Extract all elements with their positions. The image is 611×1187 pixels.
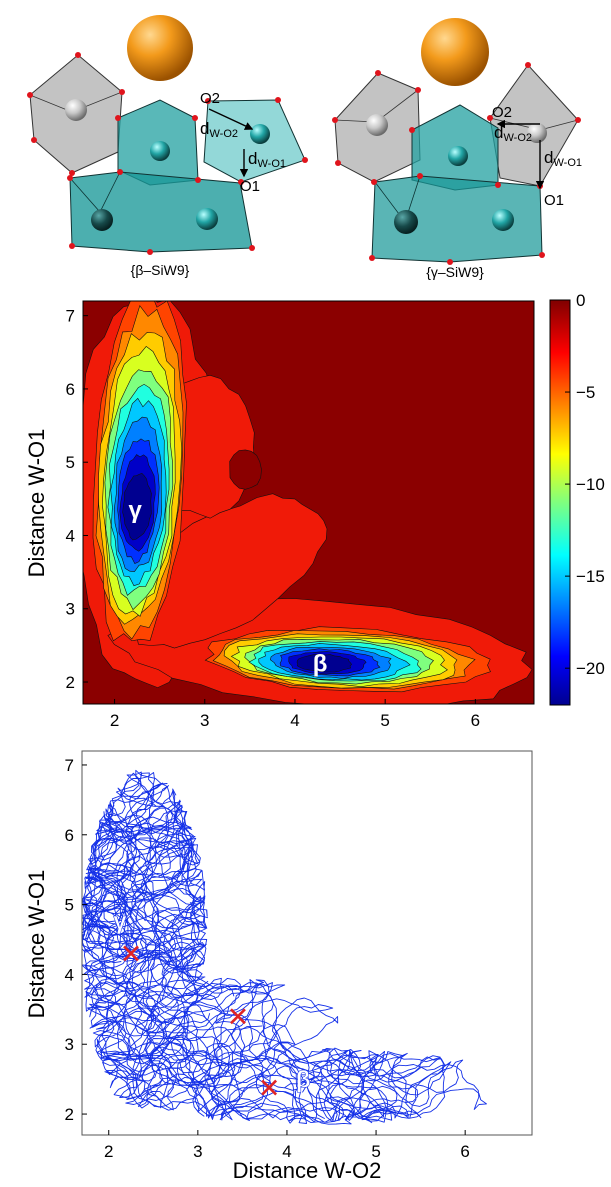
x-tick-label: 6 bbox=[471, 711, 480, 730]
trajectory-path bbox=[82, 788, 307, 1121]
y-tick-label: 7 bbox=[66, 307, 75, 326]
x-tick-label: 3 bbox=[193, 1142, 202, 1161]
oxygen-label-o2: O2 bbox=[200, 90, 220, 107]
y-tick-label: 5 bbox=[66, 453, 75, 472]
y-tick-label: 2 bbox=[66, 673, 75, 692]
tungsten-atom bbox=[91, 209, 113, 231]
tungsten-atom bbox=[448, 146, 468, 166]
trajectory-x-axis-label: Distance W-O2 bbox=[233, 1158, 382, 1183]
oxygen-atoms bbox=[27, 52, 308, 255]
state-marker bbox=[123, 945, 139, 962]
region-label: γ bbox=[113, 908, 127, 935]
trajectory-chart: 2 3 4 5 6 2 3 4 5 6 7 Distance W-O1 Distance W-O2… bbox=[24, 750, 533, 1183]
colorbar-tick-label: −15 bbox=[576, 567, 605, 586]
y-tick-label: 5 bbox=[65, 896, 74, 915]
x-tick-label: 2 bbox=[104, 1142, 113, 1161]
colorbar bbox=[549, 299, 571, 706]
cation-sphere bbox=[421, 18, 489, 86]
contour-band bbox=[122, 472, 152, 541]
well-label: γ bbox=[128, 497, 142, 524]
trajectory-markers bbox=[123, 945, 278, 1096]
tungsten-atom bbox=[492, 209, 514, 231]
x-tick-label: 4 bbox=[282, 1142, 291, 1161]
colorbar-tick-label: −20 bbox=[576, 659, 605, 678]
heatmap-y-axis: 2 3 4 5 6 7 bbox=[66, 307, 88, 692]
beta-structure: O2 dW-O2 dW-O1 O1 {β–SiW9} bbox=[27, 15, 308, 278]
colorbar-tick-label: −5 bbox=[576, 383, 595, 402]
x-tick-label: 5 bbox=[371, 1142, 380, 1161]
trajectory-frame bbox=[81, 750, 533, 1136]
x-tick-label: 4 bbox=[290, 711, 299, 730]
y-tick-label: 6 bbox=[66, 380, 75, 399]
tungsten-atom bbox=[196, 208, 218, 230]
colorbar-tick-label: 0 bbox=[576, 291, 585, 310]
colorbar-axis: 0 −5 −10 −15 −20 bbox=[565, 291, 605, 678]
y-tick-label: 4 bbox=[65, 965, 74, 984]
x-tick-label: 6 bbox=[460, 1142, 469, 1161]
y-tick-label: 7 bbox=[65, 756, 74, 775]
heatmap-contours bbox=[83, 301, 533, 704]
y-tick-label: 4 bbox=[66, 526, 75, 545]
trajectory-series bbox=[82, 769, 487, 1125]
tungsten-atom bbox=[394, 210, 418, 234]
y-tick-label: 3 bbox=[66, 600, 75, 619]
trajectory-x-axis: 2 3 4 5 6 bbox=[104, 1130, 470, 1161]
structure-caption: {β–SiW9} bbox=[131, 262, 190, 278]
x-tick-label: 5 bbox=[380, 711, 389, 730]
distance-label-wo2: dW-O2 bbox=[494, 123, 532, 144]
trajectory-path bbox=[95, 979, 452, 1124]
heatmap-y-axis-label: Distance W-O1 bbox=[24, 429, 49, 578]
x-tick-label: 3 bbox=[200, 711, 209, 730]
oxygen-label-o1: O1 bbox=[240, 178, 260, 195]
y-tick-label: 3 bbox=[65, 1035, 74, 1054]
state-marker bbox=[261, 1079, 278, 1096]
tungsten-atom bbox=[527, 123, 547, 143]
distance-label-wo2: dW-O2 bbox=[200, 119, 238, 140]
distance-label-wo1: dW-O1 bbox=[544, 148, 582, 169]
trajectory-y-axis: 2 3 4 5 6 7 bbox=[65, 756, 87, 1124]
heatmap-frame bbox=[82, 300, 535, 705]
x-tick-label: 2 bbox=[110, 711, 119, 730]
oxygen-label-o2: O2 bbox=[492, 104, 512, 121]
colorbar-tick-label: −10 bbox=[576, 475, 605, 494]
state-marker bbox=[230, 1008, 246, 1025]
tungsten-atom bbox=[150, 141, 170, 161]
tungsten-atom bbox=[65, 99, 87, 121]
tungsten-atom bbox=[250, 124, 270, 144]
structure-caption: {γ–SiW9} bbox=[426, 264, 484, 280]
distance-label-wo1: dW-O1 bbox=[248, 149, 286, 170]
y-tick-label: 6 bbox=[65, 826, 74, 845]
cation-sphere bbox=[127, 15, 193, 81]
oxygen-label-o1: O1 bbox=[544, 192, 564, 209]
tungsten-atom bbox=[366, 114, 388, 136]
trajectory-region-labels: γβ bbox=[113, 908, 311, 1094]
gamma-structure: O2 dW-O2 dW-O1 O1 {γ–SiW9} bbox=[332, 18, 582, 280]
well-label: β bbox=[313, 651, 328, 678]
region-label: β bbox=[296, 1067, 311, 1094]
trajectory-y-axis-label: Distance W-O1 bbox=[24, 870, 49, 1019]
heatmap-well-labels: γβ bbox=[128, 497, 327, 678]
contour-band bbox=[296, 653, 352, 673]
trajectory-path bbox=[101, 979, 393, 1124]
heatmap-x-axis: 2 3 4 5 6 bbox=[110, 699, 480, 730]
trajectory-path bbox=[84, 836, 441, 1124]
y-tick-label: 2 bbox=[65, 1105, 74, 1124]
contour-band bbox=[229, 449, 262, 490]
